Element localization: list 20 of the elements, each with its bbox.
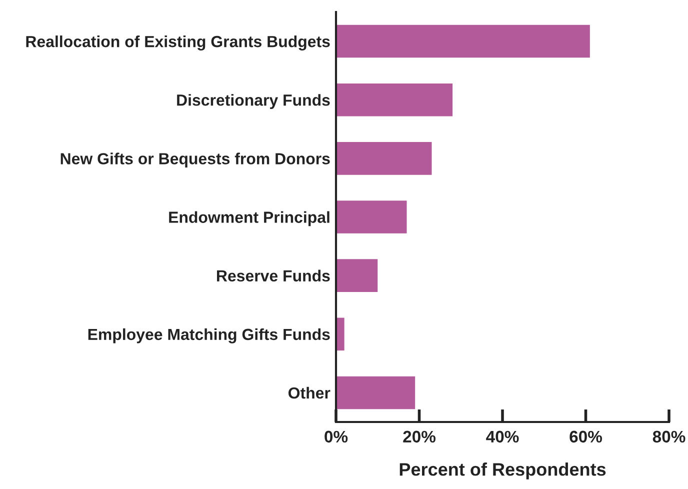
y-tick-label: Other	[288, 386, 330, 399]
y-tick-label: New Gifts or Bequests from Donors	[60, 152, 330, 168]
x-tick-label: 60%	[570, 430, 602, 443]
bar	[336, 142, 432, 175]
y-tick-label: Endowment Principal	[169, 211, 330, 226]
y-tick-label: Reallocation of Existing Grants Budgets	[26, 36, 330, 50]
bar	[336, 376, 416, 410]
y-tick-label: Discretionary Funds	[177, 94, 330, 109]
x-tick-label: 40%	[486, 430, 519, 443]
y-tick-label: Employee Matching Gifts Funds	[88, 328, 330, 344]
bar	[336, 318, 344, 351]
x-axis-title: Percent of Respondents	[400, 462, 606, 480]
x-tick-label: 80%	[652, 430, 686, 443]
x-tick-label: 0%	[324, 430, 348, 443]
bar	[336, 83, 453, 116]
y-tick-label: Reserve Funds	[217, 270, 330, 282]
x-tick-label: 20%	[403, 430, 436, 443]
bar	[336, 259, 378, 292]
bar	[336, 200, 407, 234]
bar	[336, 24, 590, 58]
